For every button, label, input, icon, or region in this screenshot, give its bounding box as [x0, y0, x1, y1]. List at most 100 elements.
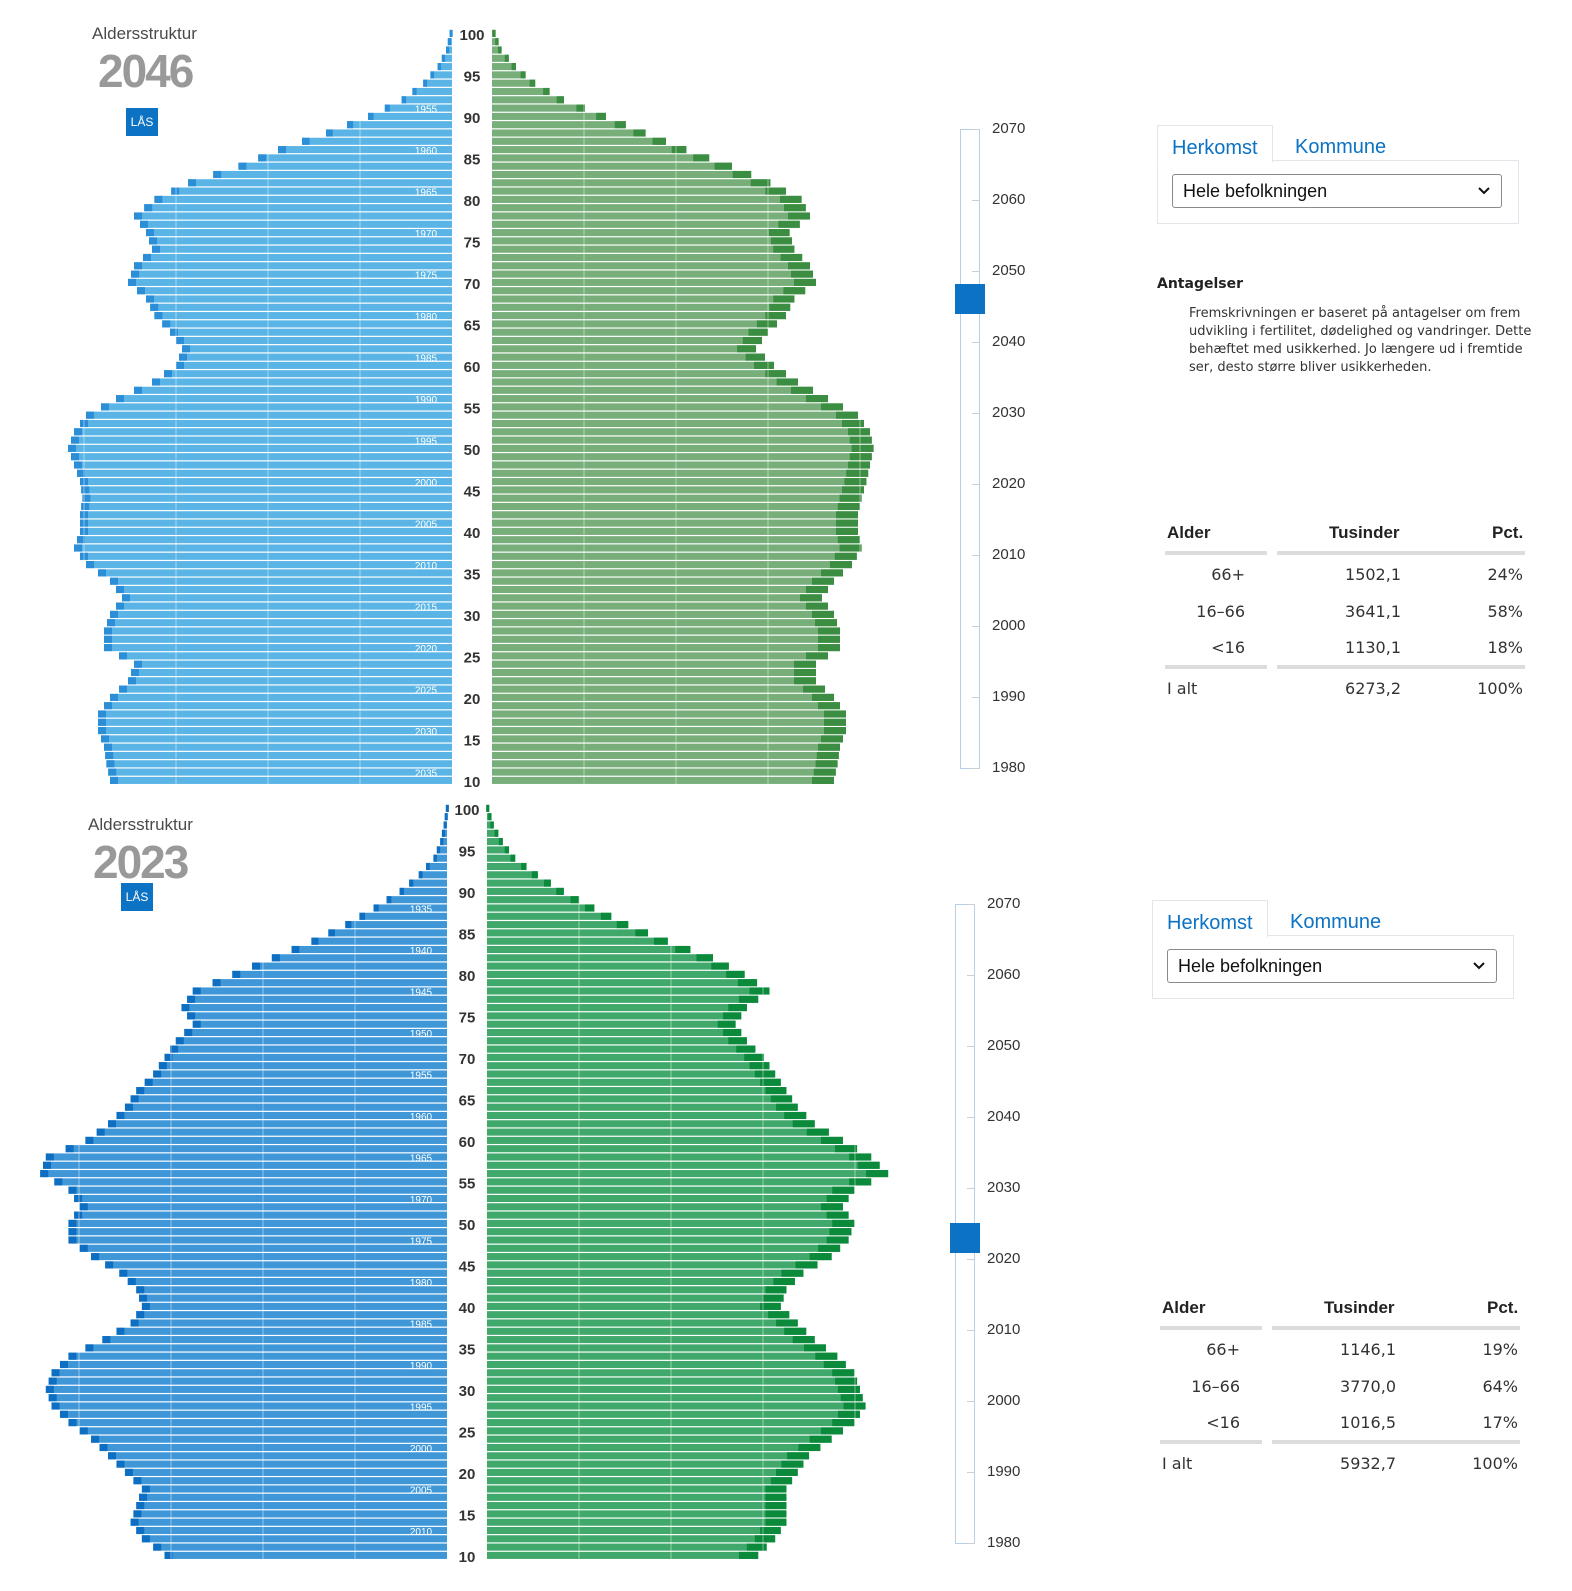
bar-women	[487, 1161, 880, 1169]
bar-men-tip	[43, 1161, 52, 1169]
bar-men-tip	[232, 970, 241, 978]
age-axis-label: 15	[464, 733, 481, 750]
bar-women-tip	[818, 743, 840, 751]
age-axis-label: 95	[459, 844, 476, 861]
tab-kommune[interactable]: Kommune	[1290, 911, 1382, 933]
bar-women	[492, 652, 828, 660]
bar-men-tip	[80, 511, 88, 519]
assumptions-text: Fremskrivningen er baseret på antagelser…	[1189, 306, 1521, 321]
birth-year-label: 1965	[415, 188, 438, 199]
bar-women-tip	[765, 1286, 787, 1294]
bar-women	[487, 1402, 866, 1410]
birth-year-label: 1990	[415, 395, 438, 406]
bar-men	[108, 768, 452, 776]
bar-women-tip	[543, 87, 550, 96]
bar-women	[487, 846, 510, 854]
age-axis-label: 80	[464, 193, 481, 210]
bar-women-tip	[783, 204, 806, 212]
bar-women	[487, 904, 595, 912]
cell-age: <16	[1211, 638, 1245, 657]
bar-women-tip	[776, 1468, 798, 1476]
bar-women-tip	[815, 619, 837, 627]
bar-men-tip	[48, 1394, 57, 1402]
bar-women-tip	[744, 1053, 764, 1061]
bar-women	[487, 1178, 872, 1186]
bar-men	[54, 1178, 447, 1186]
cell-pct: 24%	[1487, 565, 1523, 584]
slider-handle[interactable]	[950, 1222, 980, 1253]
bar-women-tip	[765, 1510, 787, 1518]
age-axis-label: 60	[464, 359, 481, 376]
bar-men	[136, 1286, 447, 1294]
bar-men	[116, 1111, 447, 1120]
slider-track[interactable]	[960, 129, 980, 769]
bar-men	[386, 896, 447, 904]
bar-men-tip	[68, 444, 76, 452]
bar-men-tip	[68, 1419, 77, 1427]
slider-tick	[972, 271, 980, 272]
bar-men	[99, 1443, 448, 1452]
tab-herkomst[interactable]: Herkomst	[1152, 900, 1268, 938]
bar-men	[130, 1319, 447, 1327]
bar-men	[71, 453, 452, 461]
bar-women-tip	[770, 1095, 793, 1103]
lock-button[interactable]: LÅS	[121, 883, 153, 911]
bar-men-tip	[74, 544, 82, 552]
bar-men-tip	[445, 804, 449, 812]
bar-men-tip	[213, 170, 222, 179]
bar-men-tip	[59, 1410, 68, 1418]
bar-women-tip	[556, 887, 564, 895]
bar-men	[124, 1103, 447, 1111]
bar-women-tip	[816, 751, 839, 760]
bar-women	[487, 962, 729, 970]
bar-men	[401, 96, 452, 104]
bar-men	[86, 561, 452, 569]
bar-men	[104, 644, 452, 652]
lock-button[interactable]: LÅS	[126, 108, 158, 136]
bar-men-tip	[51, 1369, 60, 1377]
bar-women-tip	[728, 1037, 747, 1045]
bar-women-tip	[842, 419, 864, 428]
bar-men-tip	[98, 710, 106, 718]
slider-tick-label: 1990	[987, 1463, 1021, 1480]
bar-women	[487, 1477, 793, 1485]
bar-men-tip	[134, 386, 142, 394]
bar-men-tip	[154, 312, 163, 320]
bar-women	[492, 154, 710, 162]
bar-women	[487, 1518, 787, 1526]
bar-women	[487, 1211, 849, 1219]
bar-men-tip	[179, 353, 187, 361]
bar-women-tip	[745, 353, 765, 361]
bar-women	[487, 1460, 804, 1468]
year-slider[interactable]: 2070 2060 2050 2040 2030 2020 2010 2000 1990 1980	[950, 895, 1045, 1564]
slider-tick	[972, 697, 980, 698]
tab-kommune[interactable]: Kommune	[1295, 136, 1387, 158]
bar-women	[492, 54, 509, 62]
age-axis-label: 50	[464, 442, 481, 459]
bar-women-tip	[794, 668, 816, 677]
age-axis-label: 100	[454, 802, 479, 819]
age-axis-label: 55	[459, 1176, 476, 1193]
col-header-tusinder: Tusinder	[1324, 1298, 1395, 1317]
bar-men-tip	[133, 1477, 142, 1485]
bar-men	[48, 1394, 448, 1402]
bar-men	[74, 1211, 447, 1219]
chart-subtitle: Aldersstruktur	[92, 24, 197, 43]
bar-women-tip	[770, 1477, 793, 1485]
bar-women-tip	[851, 444, 874, 452]
tab-herkomst[interactable]: Herkomst	[1157, 125, 1273, 163]
year-slider[interactable]: 2070 2060 2050 2040 2030 2020 2010 2000 1990 1980	[955, 120, 1050, 789]
bar-women	[487, 1327, 807, 1335]
slider-handle[interactable]	[955, 284, 985, 315]
slider-tick-label: 1980	[992, 759, 1026, 776]
population-select[interactable]: Hele befolkningen	[1172, 174, 1502, 208]
birth-year-label: 1955	[415, 105, 438, 116]
bar-men-tip	[105, 751, 114, 760]
bar-women-tip	[521, 862, 527, 871]
bar-women	[492, 594, 822, 602]
bar-men-tip	[176, 336, 184, 345]
population-select[interactable]: Hele befolkningen	[1167, 949, 1497, 983]
bar-women-tip	[529, 79, 536, 87]
bar-men-tip	[149, 237, 157, 245]
bar-men	[77, 469, 452, 477]
